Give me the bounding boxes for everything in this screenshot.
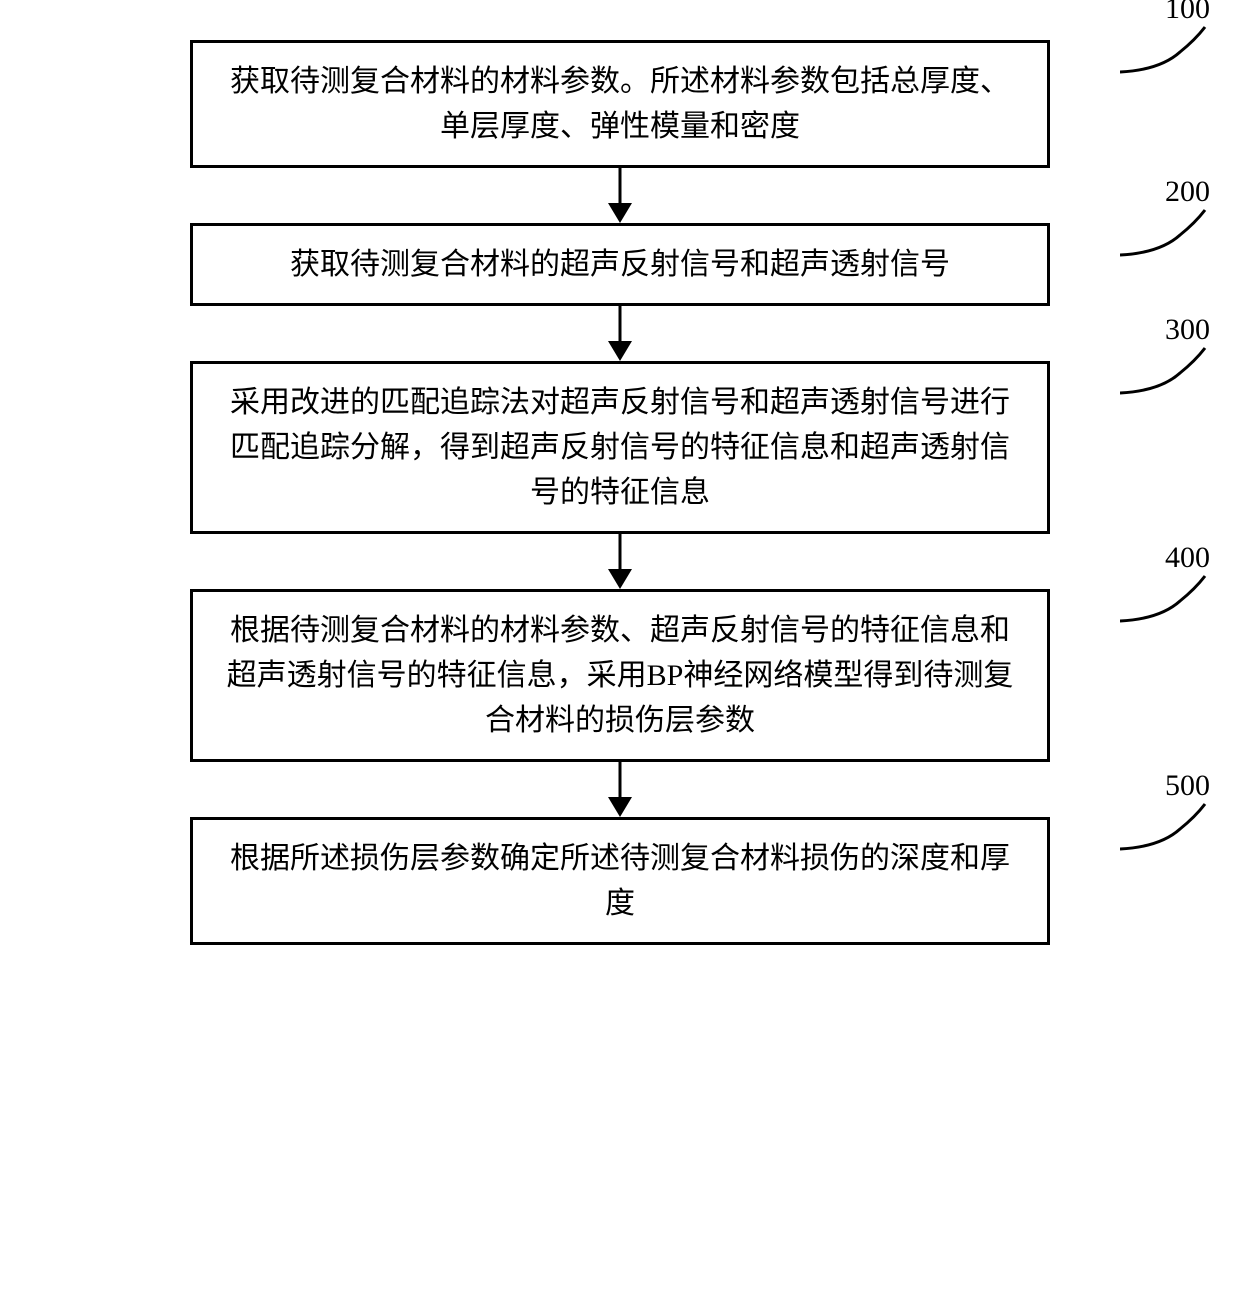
arrow-head-icon	[608, 569, 632, 589]
step-1-text: 获取待测复合材料的材料参数。所述材料参数包括总厚度、单层厚度、弹性模量和密度	[230, 65, 1010, 143]
arrow-line-icon	[619, 762, 622, 802]
step-2-callout: 200	[1120, 205, 1210, 260]
arrow-head-icon	[608, 341, 632, 361]
step-2-container: 获取待测复合材料的超声反射信号和超声透射信号 200	[70, 223, 1170, 306]
step-3-box: 采用改进的匹配追踪法对超声反射信号和超声透射信号进行匹配追踪分解，得到超声反射信…	[190, 361, 1050, 534]
step-4-callout: 400	[1120, 571, 1210, 626]
step-5-text: 根据所述损伤层参数确定所述待测复合材料损伤的深度和厚度	[230, 842, 1010, 920]
step-1-label: 100	[1165, 0, 1210, 26]
step-3-text: 采用改进的匹配追踪法对超声反射信号和超声透射信号进行匹配追踪分解，得到超声反射信…	[230, 386, 1010, 509]
arrow-head-icon	[608, 203, 632, 223]
step-4-container: 根据待测复合材料的材料参数、超声反射信号的特征信息和超声透射信号的特征信息，采用…	[70, 589, 1170, 762]
step-5-container: 根据所述损伤层参数确定所述待测复合材料损伤的深度和厚度 500	[70, 817, 1170, 945]
arrow-1	[618, 168, 622, 223]
arrow-2	[618, 306, 622, 361]
step-4-text: 根据待测复合材料的材料参数、超声反射信号的特征信息和超声透射信号的特征信息，采用…	[227, 614, 1014, 737]
callout-curve-icon	[1120, 571, 1210, 626]
step-1-container: 获取待测复合材料的材料参数。所述材料参数包括总厚度、单层厚度、弹性模量和密度 1…	[70, 40, 1170, 168]
step-2-text: 获取待测复合材料的超声反射信号和超声透射信号	[290, 248, 950, 281]
callout-curve-icon	[1120, 799, 1210, 854]
arrow-line-icon	[619, 534, 622, 574]
step-3-container: 采用改进的匹配追踪法对超声反射信号和超声透射信号进行匹配追踪分解，得到超声反射信…	[70, 361, 1170, 534]
step-1-callout: 100	[1120, 22, 1210, 77]
arrow-line-icon	[619, 168, 622, 208]
step-1-box: 获取待测复合材料的材料参数。所述材料参数包括总厚度、单层厚度、弹性模量和密度	[190, 40, 1050, 168]
step-4-box: 根据待测复合材料的材料参数、超声反射信号的特征信息和超声透射信号的特征信息，采用…	[190, 589, 1050, 762]
step-5-box: 根据所述损伤层参数确定所述待测复合材料损伤的深度和厚度	[190, 817, 1050, 945]
step-5-label: 500	[1165, 769, 1210, 803]
callout-curve-icon	[1120, 343, 1210, 398]
callout-curve-icon	[1120, 22, 1210, 77]
arrow-line-icon	[619, 306, 622, 346]
step-3-callout: 300	[1120, 343, 1210, 398]
callout-curve-icon	[1120, 205, 1210, 260]
step-2-label: 200	[1165, 175, 1210, 209]
arrow-3	[618, 534, 622, 589]
arrow-head-icon	[608, 797, 632, 817]
arrow-4	[618, 762, 622, 817]
step-4-label: 400	[1165, 541, 1210, 575]
step-5-callout: 500	[1120, 799, 1210, 854]
step-2-box: 获取待测复合材料的超声反射信号和超声透射信号	[190, 223, 1050, 306]
flowchart-container: 获取待测复合材料的材料参数。所述材料参数包括总厚度、单层厚度、弹性模量和密度 1…	[70, 40, 1170, 945]
step-3-label: 300	[1165, 313, 1210, 347]
